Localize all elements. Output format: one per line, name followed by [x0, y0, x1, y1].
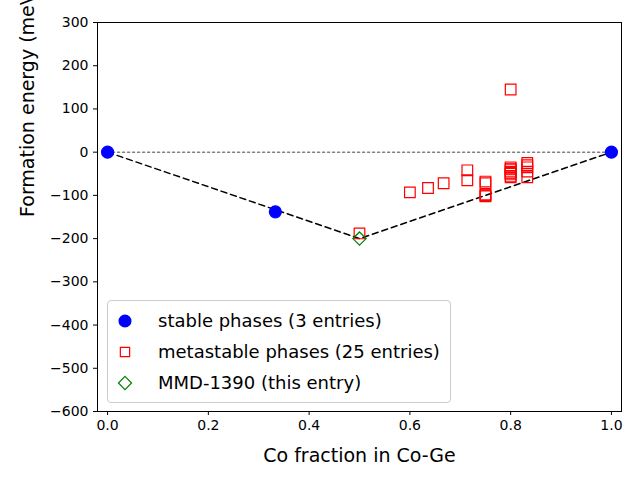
svg-text:300: 300 [62, 14, 89, 30]
svg-text:−200: −200 [50, 230, 88, 246]
svg-text:0.2: 0.2 [197, 417, 219, 433]
svg-text:0.6: 0.6 [399, 417, 421, 433]
svg-text:100: 100 [62, 100, 89, 116]
svg-text:Co fraction in Co-Ge: Co fraction in Co-Ge [263, 444, 456, 466]
html-text:MMD-1390 (this entry): MMD-1390 (this entry) [158, 372, 362, 393]
svg-text:−600: −600 [50, 403, 88, 419]
svg-text:0.8: 0.8 [500, 417, 522, 433]
html-text:stable phases (3 entries): stable phases (3 entries) [158, 310, 382, 331]
svg-text:−100: −100 [50, 187, 88, 203]
svg-text:1.0: 1.0 [600, 417, 622, 433]
html-text:metastable phases (25 entries): metastable phases (25 entries) [158, 341, 440, 362]
svg-text:0.4: 0.4 [298, 417, 320, 433]
svg-text:Formation energy (meV/atom): Formation energy (meV/atom) [16, 0, 38, 217]
svg-text:0.0: 0.0 [96, 417, 118, 433]
svg-text:−500: −500 [50, 360, 88, 376]
svg-text:200: 200 [62, 57, 89, 73]
svg-text:−400: −400 [50, 317, 88, 333]
svg-text:−300: −300 [50, 273, 88, 289]
svg-text:0: 0 [80, 144, 89, 160]
